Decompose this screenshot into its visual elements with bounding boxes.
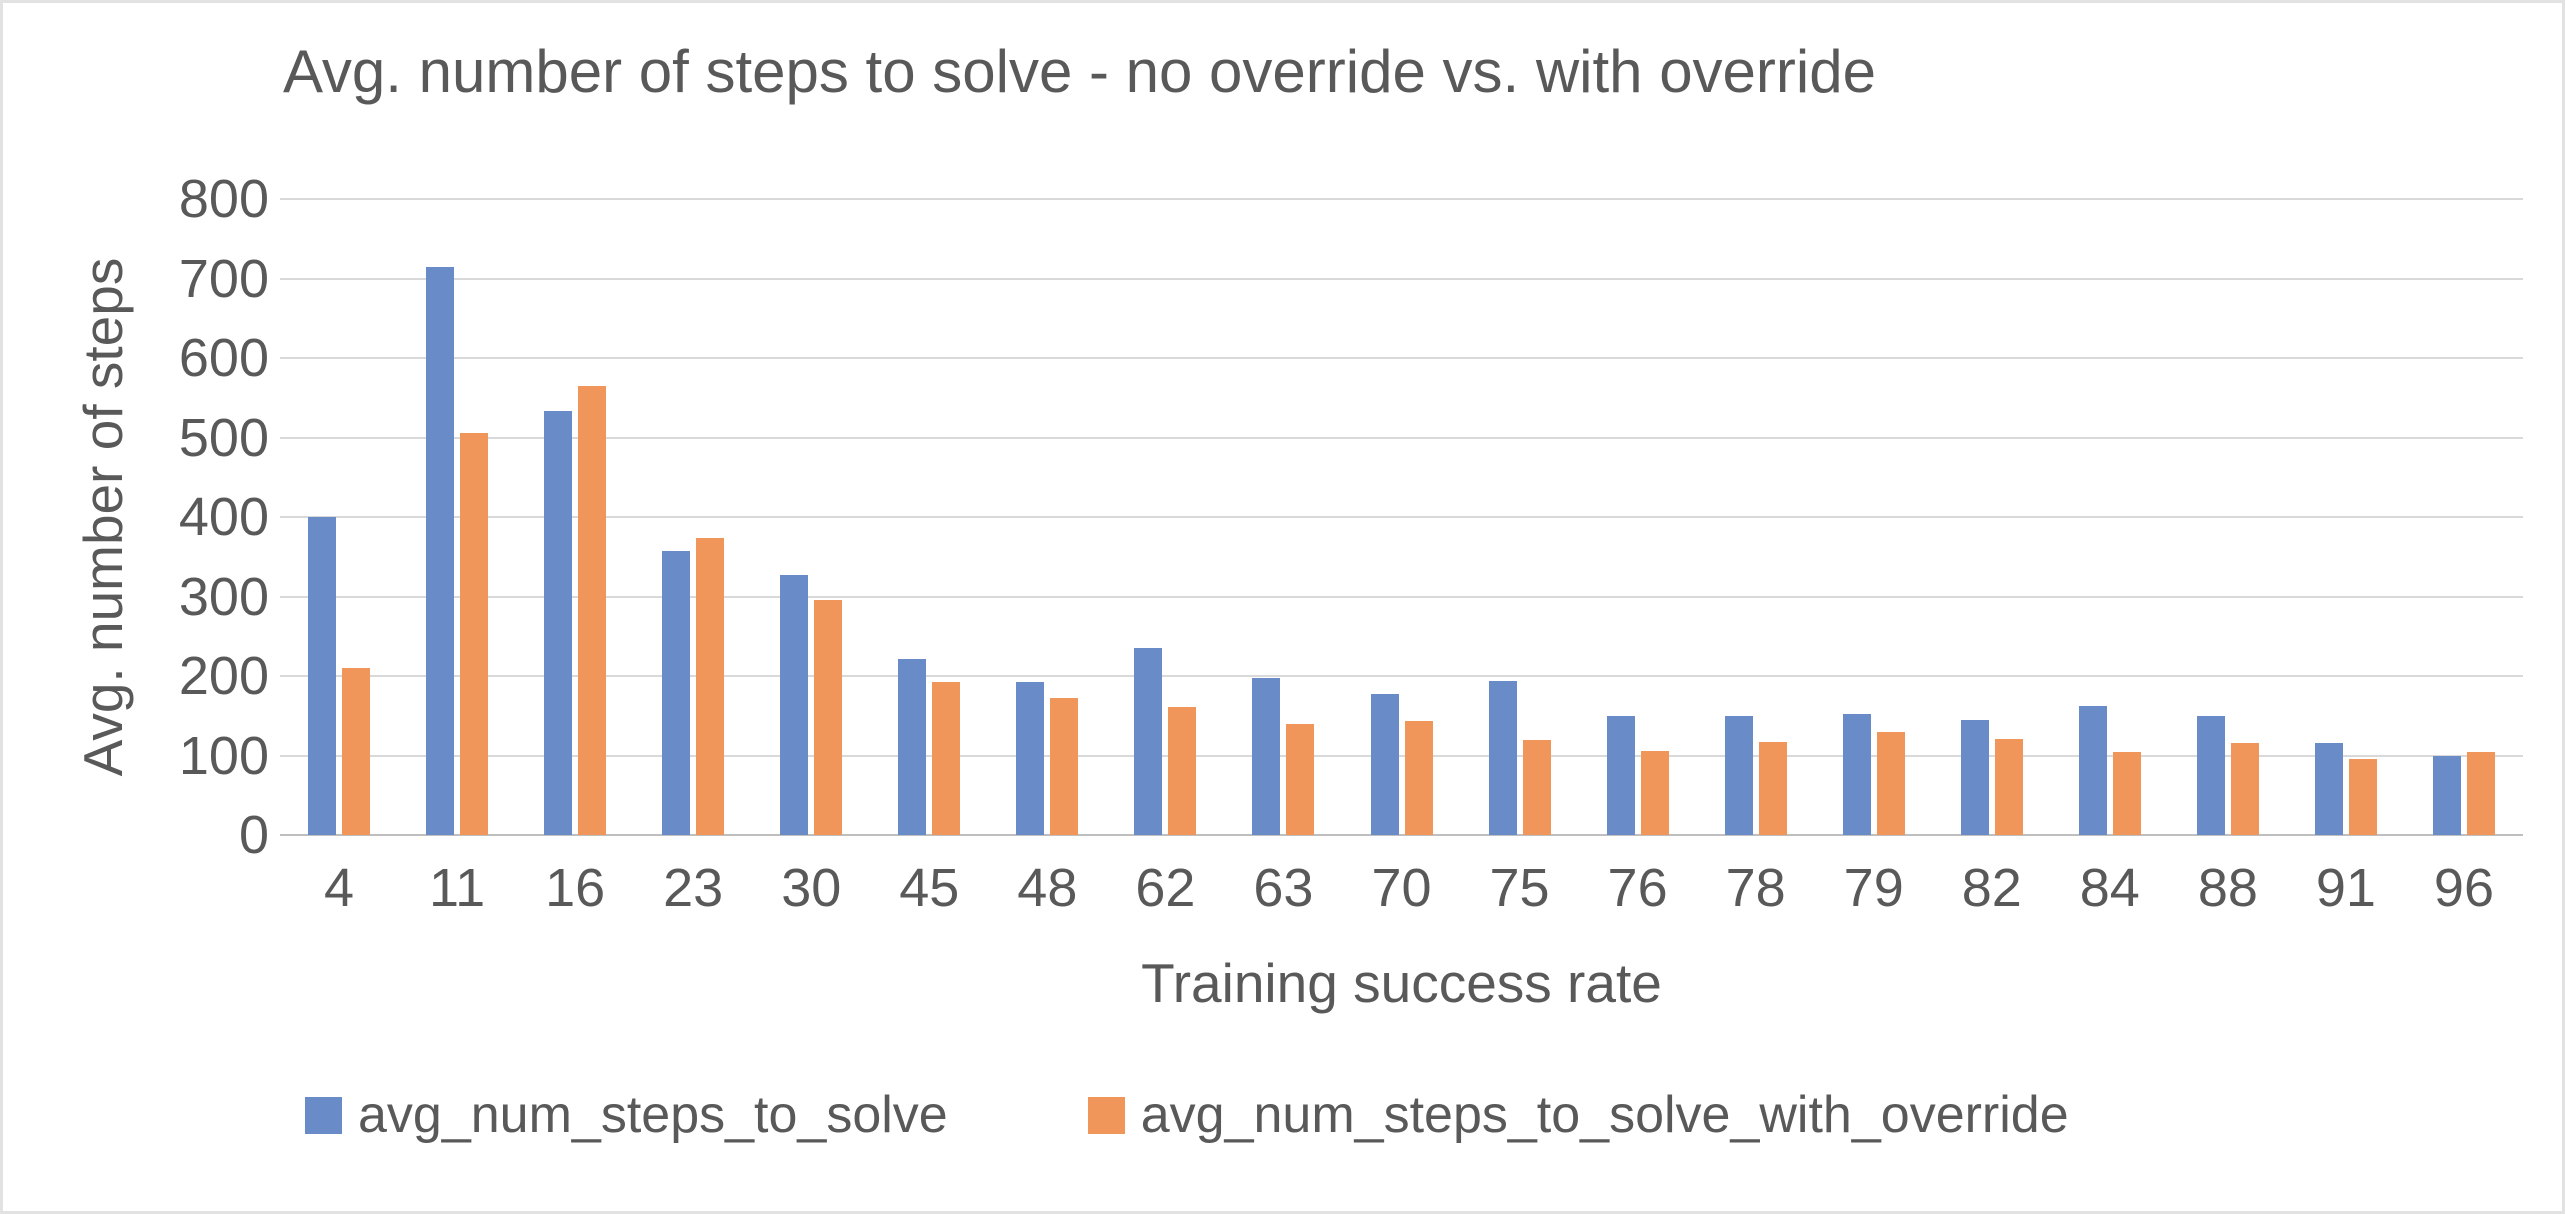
x-axis-title: Training success rate bbox=[1141, 952, 1662, 1014]
x-tick-label: 16 bbox=[545, 858, 606, 918]
bar-with-override bbox=[932, 681, 961, 835]
bar-with-override bbox=[1286, 723, 1315, 835]
y-tick-label: 500 bbox=[178, 407, 269, 468]
y-tick-label: 300 bbox=[178, 566, 269, 627]
gridline bbox=[280, 198, 2523, 200]
y-tick-label: 100 bbox=[178, 725, 269, 786]
x-tick-label: 48 bbox=[1017, 858, 1078, 918]
y-tick-label: 600 bbox=[178, 328, 269, 388]
bar-no-override bbox=[662, 551, 691, 835]
chart-title: Avg. number of steps to solve - no overr… bbox=[283, 38, 1876, 105]
bar-with-override bbox=[460, 432, 489, 835]
bar-with-override bbox=[1758, 742, 1787, 835]
bar-no-override bbox=[1960, 719, 1989, 835]
gridline bbox=[280, 595, 2523, 598]
x-tick-label: 70 bbox=[1371, 858, 1432, 918]
x-tick-label: 82 bbox=[1961, 858, 2022, 918]
x-tick-label: 30 bbox=[781, 858, 842, 918]
y-tick-label: 800 bbox=[178, 169, 269, 229]
bar-with-override bbox=[1640, 750, 1669, 835]
bar-no-override bbox=[780, 575, 809, 835]
bar-no-override bbox=[1842, 714, 1871, 835]
bar-with-override bbox=[578, 385, 607, 835]
y-tick-label: 0 bbox=[238, 805, 269, 865]
bar-with-override bbox=[1404, 721, 1433, 835]
bar-no-override bbox=[898, 658, 927, 835]
x-tick-label: 62 bbox=[1135, 858, 1196, 918]
bar-no-override bbox=[1134, 648, 1163, 835]
gridline bbox=[280, 436, 2523, 439]
x-tick-label: 11 bbox=[429, 858, 486, 918]
bar-with-override bbox=[1050, 698, 1079, 835]
x-tick-label: 75 bbox=[1489, 858, 1550, 918]
bar-no-override bbox=[308, 517, 337, 835]
bar-no-override bbox=[2196, 715, 2225, 835]
x-tick-label: 23 bbox=[663, 858, 724, 918]
bar-no-override bbox=[1606, 715, 1635, 835]
bar-with-override bbox=[2230, 742, 2259, 835]
x-tick-label: 96 bbox=[2433, 858, 2494, 918]
legend-item-with-override: avg_num_steps_to_solve_with_override bbox=[1087, 1085, 2069, 1145]
bar-no-override bbox=[426, 266, 455, 835]
x-tick-label: 4 bbox=[323, 858, 355, 918]
bar-with-override bbox=[2348, 759, 2377, 835]
y-tick-label: 200 bbox=[178, 646, 269, 706]
bar-no-override bbox=[1016, 681, 1045, 835]
bar-with-override bbox=[2112, 752, 2141, 835]
bar-no-override bbox=[2432, 756, 2461, 835]
x-tick-label: 91 bbox=[2315, 858, 2376, 918]
bar-with-override bbox=[1168, 707, 1197, 835]
bar-with-override bbox=[1994, 738, 2023, 835]
legend-label-with-override: avg_num_steps_to_solve_with_override bbox=[1140, 1086, 2069, 1144]
gridline bbox=[280, 357, 2523, 359]
y-tick-label: 700 bbox=[178, 248, 269, 309]
bar-with-override bbox=[814, 600, 843, 835]
plot-area bbox=[280, 198, 2523, 836]
x-tick-label: 63 bbox=[1253, 858, 1314, 918]
gridline bbox=[280, 516, 2523, 518]
bar-with-override bbox=[696, 538, 725, 835]
gridline bbox=[280, 675, 2523, 677]
legend-item-no-override: avg_num_steps_to_solve bbox=[305, 1085, 948, 1145]
bar-no-override bbox=[2078, 706, 2107, 835]
gridline bbox=[280, 754, 2523, 757]
x-tick-label: 79 bbox=[1843, 858, 1904, 918]
x-axis-line bbox=[280, 834, 2523, 836]
legend: avg_num_steps_to_solve avg_num_steps_to_… bbox=[305, 1085, 2069, 1145]
legend-swatch-no-override bbox=[305, 1096, 342, 1134]
x-tick-label: 84 bbox=[2079, 858, 2140, 918]
x-tick-label: 88 bbox=[2197, 858, 2258, 918]
bar-with-override bbox=[342, 668, 371, 835]
x-tick-label: 78 bbox=[1725, 858, 1786, 918]
bar-with-override bbox=[1876, 732, 1905, 835]
gridline bbox=[280, 277, 2523, 280]
bar-no-override bbox=[1724, 715, 1753, 835]
bar-no-override bbox=[1370, 693, 1399, 835]
y-tick-label: 400 bbox=[178, 487, 269, 547]
bar-no-override bbox=[1488, 680, 1517, 835]
bar-no-override bbox=[544, 411, 573, 835]
x-tick-label: 45 bbox=[899, 858, 960, 918]
bar-no-override bbox=[2314, 742, 2343, 835]
bar-no-override bbox=[1252, 677, 1281, 835]
legend-swatch-with-override bbox=[1087, 1096, 1125, 1134]
bar-with-override bbox=[1522, 740, 1551, 835]
bar-with-override bbox=[2466, 751, 2495, 835]
legend-label-no-override: avg_num_steps_to_solve bbox=[358, 1086, 948, 1144]
x-tick-label: 76 bbox=[1607, 858, 1668, 918]
